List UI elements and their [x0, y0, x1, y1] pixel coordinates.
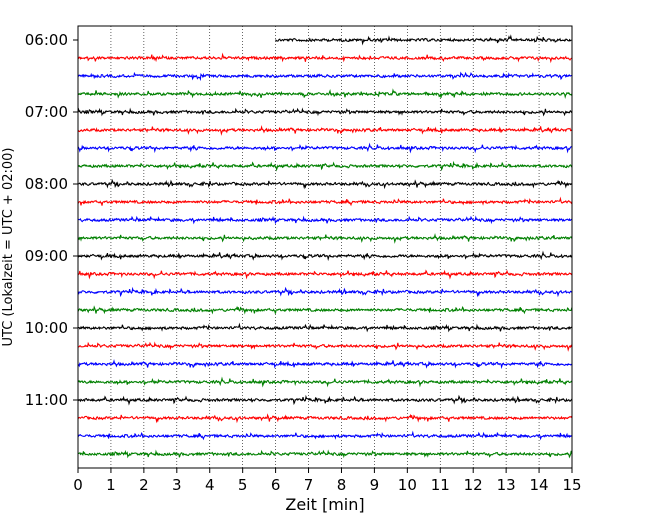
- y-axis-ticks: 06:00 07:00 08:00 09:00 10:00 11:00: [25, 31, 78, 409]
- x-tick-label: 4: [205, 476, 215, 494]
- x-axis-ticks: 0 1 2 3 4 5 6 7 8 9 10 11 12 13 14 15: [73, 468, 582, 494]
- trace-0730: [77, 142, 573, 154]
- x-tick-label: 12: [464, 476, 483, 494]
- trace-0715: [77, 125, 573, 136]
- trace-1100: [77, 394, 573, 406]
- trace-1145: [77, 449, 573, 459]
- y-tick-label: 07:00: [25, 103, 68, 121]
- trace-1045: [77, 376, 573, 388]
- trace-0915: [77, 269, 573, 280]
- y-tick-label: 06:00: [25, 31, 68, 49]
- x-tick-label: 5: [238, 476, 248, 494]
- x-tick-label: 11: [431, 476, 450, 494]
- x-tick-label: 1: [106, 476, 116, 494]
- x-tick-label: 2: [139, 476, 149, 494]
- x-tick-label: 0: [73, 476, 83, 494]
- y-axis-label: UTC (Lokalzeit = UTC + 02:00): [1, 148, 16, 347]
- trace-0815: [77, 196, 573, 207]
- trace-0600: [275, 34, 572, 46]
- trace-0645: [77, 88, 573, 99]
- trace-0845: [77, 233, 573, 244]
- trace-1130: [77, 430, 573, 441]
- trace-1000: [77, 322, 573, 333]
- x-tick-label: 14: [530, 476, 549, 494]
- plot-area: [78, 26, 572, 468]
- trace-1030: [77, 359, 573, 370]
- x-tick-label: 9: [370, 476, 380, 494]
- trace-0615: [77, 52, 573, 64]
- y-tick-label: 10:00: [25, 319, 68, 337]
- x-axis-label: Zeit [min]: [285, 495, 364, 514]
- trace-0930: [77, 286, 573, 298]
- y-tick-label: 09:00: [25, 247, 68, 265]
- x-tick-label: 15: [562, 476, 581, 494]
- x-tick-label: 7: [304, 476, 314, 494]
- trace-1115: [77, 413, 573, 424]
- x-tick-label: 13: [497, 476, 516, 494]
- plot-frame: [77, 25, 573, 469]
- x-tick-label: 3: [172, 476, 182, 494]
- trace-0800: [77, 178, 573, 190]
- trace-0830: [77, 215, 572, 225]
- trace-0745: [77, 160, 573, 172]
- x-tick-label: 6: [271, 476, 281, 494]
- trace-0945: [77, 305, 573, 315]
- x-tick-label: 8: [337, 476, 347, 494]
- trace-0630: [77, 71, 572, 82]
- y-tick-label: 08:00: [25, 175, 68, 193]
- trace-1015: [77, 341, 573, 352]
- trace-0700: [77, 107, 573, 117]
- x-tick-label: 10: [398, 476, 417, 494]
- y-tick-label: 11:00: [25, 391, 68, 409]
- trace-0900: [77, 250, 573, 262]
- seismogram-traces: [77, 34, 573, 459]
